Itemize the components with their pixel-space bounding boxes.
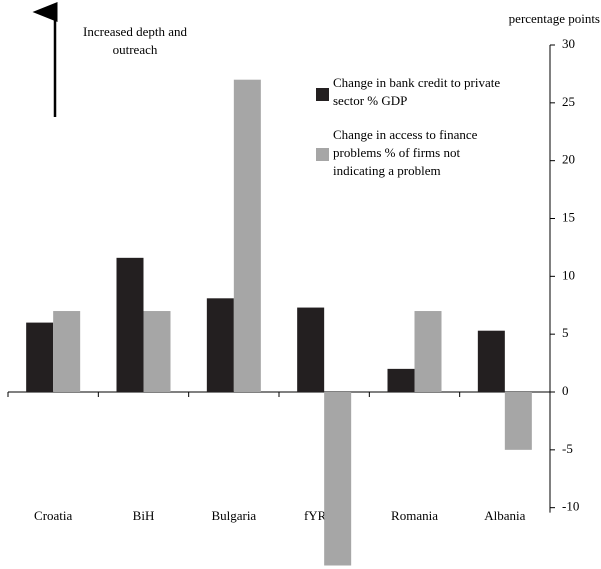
bar xyxy=(53,311,81,392)
y-tick-label: 20 xyxy=(562,152,575,167)
x-tick-label: Bulgaria xyxy=(211,508,256,523)
y-tick-label: 25 xyxy=(562,94,575,109)
y-tick-label: 15 xyxy=(562,209,575,224)
bar xyxy=(116,257,144,392)
y-axis-label: percentage points xyxy=(509,11,600,26)
bar xyxy=(414,311,442,392)
annotation: Increased depth and outreach xyxy=(83,24,187,57)
legend-swatch xyxy=(316,148,329,161)
bar xyxy=(477,330,505,392)
y-tick-label: 10 xyxy=(562,267,575,282)
legend-label: Change in bank credit to private sector … xyxy=(333,75,501,108)
bar xyxy=(206,298,234,392)
x-tick-label: Romania xyxy=(391,508,438,523)
x-tick-label: Albania xyxy=(484,508,525,523)
bar xyxy=(387,368,415,392)
bar xyxy=(324,392,352,566)
y-tick-label: -5 xyxy=(562,441,573,456)
bar xyxy=(143,311,171,392)
legend-label: Change in access to finance problems % o… xyxy=(333,127,478,178)
x-tick-label: Croatia xyxy=(34,508,72,523)
bar xyxy=(297,307,325,392)
y-tick-label: -10 xyxy=(562,499,579,514)
bar xyxy=(26,322,54,392)
bar xyxy=(233,79,261,392)
y-tick-label: 0 xyxy=(562,383,569,398)
legend-swatch xyxy=(316,88,329,101)
bar xyxy=(504,392,532,450)
y-tick-label: 30 xyxy=(562,36,575,51)
x-tick-label: BiH xyxy=(133,508,155,523)
y-tick-label: 5 xyxy=(562,325,569,340)
